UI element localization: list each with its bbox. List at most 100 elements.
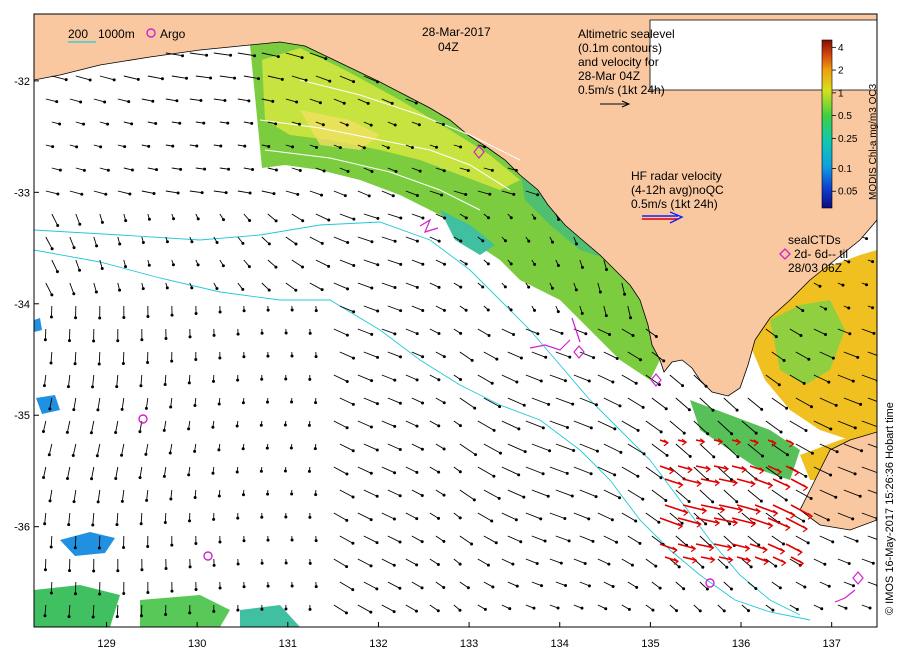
velocity-arrow bbox=[381, 420, 395, 427]
argo-float bbox=[138, 414, 148, 424]
hf-arrow bbox=[677, 543, 696, 550]
velocity-arrow-head bbox=[196, 263, 200, 267]
velocity-arrow-head bbox=[458, 608, 462, 612]
velocity-arrow-head bbox=[375, 541, 379, 545]
velocity-arrow-head bbox=[729, 478, 733, 482]
velocity-arrow bbox=[843, 489, 861, 497]
velocity-arrow bbox=[435, 443, 445, 450]
velocity-arrow bbox=[339, 581, 353, 590]
velocity-arrow bbox=[405, 512, 417, 520]
velocity-arrow-head bbox=[236, 516, 240, 520]
velocity-arrow bbox=[723, 581, 732, 590]
velocity-arrow bbox=[68, 604, 71, 617]
velocity-arrow-head bbox=[848, 332, 852, 336]
velocity-arrow-head bbox=[559, 561, 563, 565]
velocity-arrow bbox=[116, 374, 119, 387]
velocity-arrow-head bbox=[807, 357, 811, 361]
colorbar-tick-label: 2 bbox=[838, 66, 844, 77]
velocity-arrow-head bbox=[284, 515, 288, 519]
velocity-arrow-head bbox=[804, 429, 808, 433]
velocity-arrow-head bbox=[170, 359, 174, 363]
velocity-arrow bbox=[843, 581, 854, 587]
hf-arrow-head bbox=[762, 546, 768, 554]
velocity-arrow bbox=[621, 512, 636, 522]
velocity-arrow bbox=[507, 489, 525, 498]
velocity-arrow-head bbox=[386, 146, 390, 150]
velocity-arrow bbox=[140, 512, 143, 524]
velocity-arrow bbox=[597, 374, 614, 383]
velocity-arrow-head bbox=[533, 262, 537, 266]
velocity-arrow bbox=[867, 397, 877, 402]
velocity-arrow-head bbox=[539, 517, 543, 521]
velocity-arrow bbox=[291, 75, 307, 81]
velocity-arrow-head bbox=[635, 585, 639, 589]
velocity-arrow bbox=[795, 351, 810, 360]
velocity-arrow-head bbox=[459, 145, 463, 149]
velocity-arrow-head bbox=[155, 168, 159, 172]
velocity-arrow bbox=[339, 259, 354, 266]
velocity-arrow-head bbox=[114, 477, 118, 481]
velocity-arrow-head bbox=[274, 168, 278, 172]
velocity-arrow bbox=[555, 397, 573, 405]
velocity-arrow bbox=[115, 420, 119, 433]
velocity-arrow-head bbox=[851, 517, 855, 521]
velocity-arrow-head bbox=[121, 362, 125, 366]
velocity-arrow-head bbox=[115, 523, 119, 527]
velocity-arrow-head bbox=[123, 145, 127, 149]
velocity-arrow-head bbox=[320, 193, 324, 197]
velocity-arrow bbox=[381, 282, 396, 288]
velocity-arrow-head bbox=[320, 288, 324, 292]
velocity-arrow-head bbox=[584, 332, 588, 336]
hf-arrow bbox=[772, 478, 791, 488]
velocity-arrow bbox=[453, 190, 466, 195]
velocity-arrow-head bbox=[58, 122, 62, 126]
velocity-arrow bbox=[145, 443, 149, 455]
velocity-arrow bbox=[74, 535, 77, 548]
velocity-arrow bbox=[333, 604, 347, 614]
hf-arrow bbox=[677, 465, 693, 471]
velocity-arrow-head bbox=[43, 614, 47, 618]
velocity-arrow-head bbox=[193, 449, 197, 453]
velocity-arrow bbox=[309, 236, 323, 244]
velocity-arrow bbox=[861, 512, 877, 519]
velocity-arrow bbox=[339, 535, 354, 544]
velocity-arrow-head bbox=[871, 260, 875, 264]
velocity-arrow-head bbox=[810, 451, 814, 455]
velocity-arrow-head bbox=[398, 401, 402, 405]
velocity-arrow-head bbox=[140, 568, 144, 572]
velocity-arrow bbox=[116, 604, 119, 617]
velocity-arrow bbox=[51, 259, 58, 272]
velocity-arrow-head bbox=[351, 588, 355, 592]
velocity-arrow-head bbox=[375, 448, 379, 452]
velocity-arrow-head bbox=[410, 146, 414, 150]
velocity-arrow-head bbox=[42, 476, 46, 480]
hf-arrow bbox=[700, 556, 715, 561]
velocity-arrow-head bbox=[492, 428, 496, 432]
velocity-arrow-head bbox=[486, 308, 490, 312]
velocity-arrow-head bbox=[541, 426, 545, 430]
hf-arrow-head bbox=[794, 469, 800, 477]
velocity-arrow-head bbox=[704, 384, 708, 388]
velocity-arrow-head bbox=[611, 380, 615, 384]
velocity-arrow-head bbox=[665, 453, 669, 457]
velocity-arrow-head bbox=[73, 592, 77, 596]
velocity-arrow-head bbox=[421, 308, 425, 312]
velocity-arrow-head bbox=[124, 265, 128, 269]
velocity-arrow-head bbox=[308, 331, 312, 335]
velocity-arrow-head bbox=[147, 144, 151, 148]
hf-arrow-head bbox=[687, 466, 693, 474]
velocity-arrow bbox=[525, 328, 539, 335]
velocity-arrow-head bbox=[512, 332, 516, 336]
velocity-arrow bbox=[164, 374, 167, 385]
velocity-arrow bbox=[315, 213, 329, 221]
velocity-arrow bbox=[477, 420, 495, 431]
velocity-arrow bbox=[261, 236, 270, 245]
velocity-arrow-head bbox=[701, 565, 705, 569]
velocity-arrow-head bbox=[181, 54, 185, 58]
velocity-arrow-head bbox=[187, 381, 191, 385]
hf-arrow bbox=[754, 478, 773, 487]
velocity-arrow bbox=[477, 328, 490, 336]
velocity-arrow bbox=[501, 420, 520, 430]
velocity-arrow-head bbox=[858, 494, 862, 498]
velocity-arrow-head bbox=[297, 122, 301, 126]
